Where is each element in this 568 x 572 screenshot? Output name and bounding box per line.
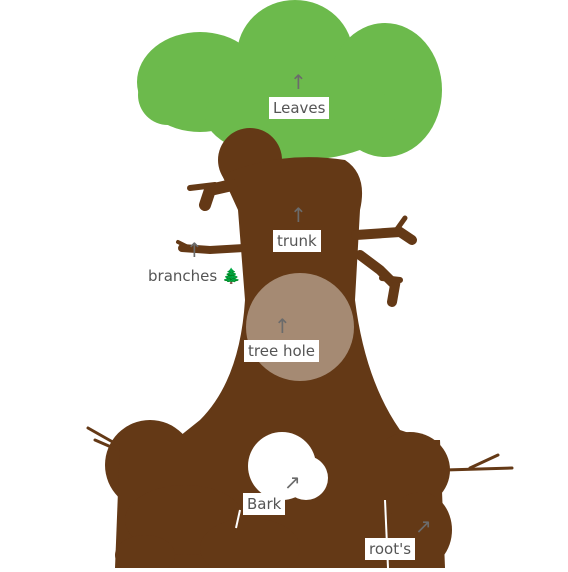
roots-arrow-icon: ↗ bbox=[415, 514, 432, 538]
tree-hole-arrow-icon: ↑ bbox=[274, 314, 291, 338]
bark-label: Bark bbox=[243, 493, 286, 515]
roots-label: root's bbox=[365, 538, 416, 560]
tree-hole-label: tree hole bbox=[244, 340, 320, 362]
evergreen-tree-icon: 🌲 bbox=[221, 267, 241, 285]
bark-arrow-icon: ↗ bbox=[284, 470, 301, 494]
leaves-arrow-icon: ↑ bbox=[290, 70, 307, 94]
branches-label: branches 🌲 bbox=[144, 265, 245, 287]
trunk-label: trunk bbox=[273, 230, 321, 252]
branches-text: branches bbox=[148, 267, 218, 285]
tree-canopy bbox=[137, 0, 442, 160]
bark-spot bbox=[248, 432, 328, 500]
tree-hole bbox=[246, 273, 354, 381]
leaves-label: Leaves bbox=[269, 97, 330, 119]
trunk-arrow-icon: ↑ bbox=[290, 203, 307, 227]
tree-branches bbox=[86, 179, 514, 472]
branches-arrow-icon: ↑ bbox=[186, 238, 203, 262]
